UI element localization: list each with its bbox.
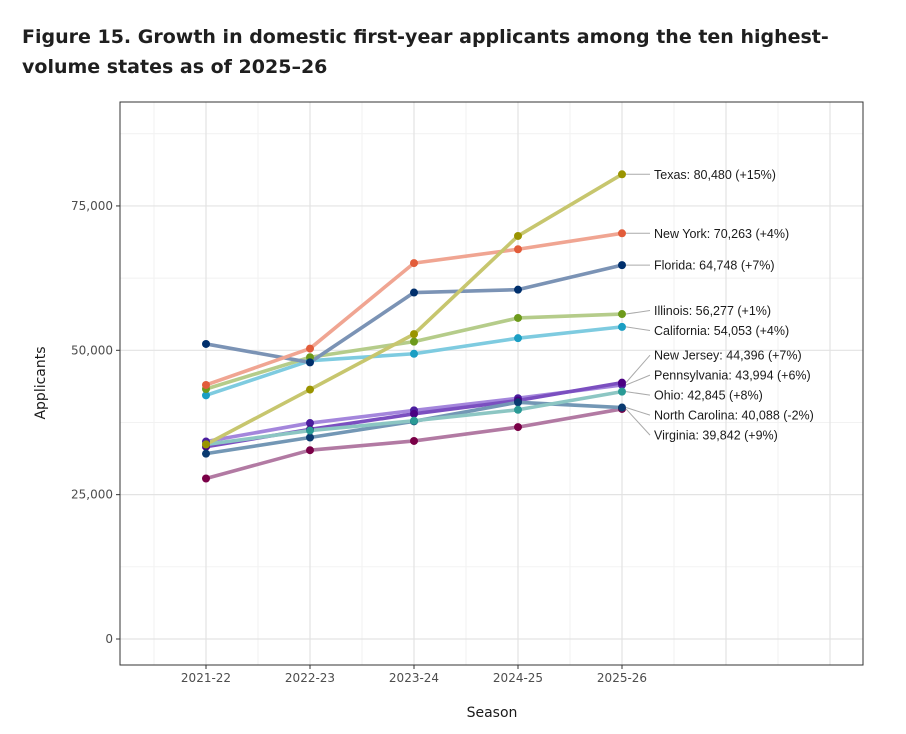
data-point-florida	[410, 288, 418, 297]
leader-line-new-jersey	[625, 354, 651, 383]
leader-line-california	[625, 326, 651, 331]
data-point-north-carolina	[618, 403, 626, 412]
leader-line-pennsylvania	[625, 374, 651, 386]
data-point-virginia	[514, 423, 522, 432]
y-tick-label: 25,000	[71, 488, 113, 502]
x-tick-label: 2022-23	[285, 671, 335, 685]
y-tick-label: 0	[105, 632, 113, 646]
data-point-illinois	[410, 337, 418, 346]
data-point-north-carolina	[514, 398, 522, 407]
data-point-florida	[202, 339, 210, 348]
data-point-new-york	[202, 380, 210, 389]
x-axis-ticks: 2021-22 2022-23 2023-24 2024-25 2025-26	[181, 665, 647, 685]
data-point-california	[202, 391, 210, 400]
x-axis-title: Season	[467, 705, 518, 721]
end-label-illinois: Illinois: 56,277 (+1%)	[654, 304, 771, 318]
data-point-new-york	[618, 229, 626, 238]
data-point-ohio	[514, 405, 522, 414]
data-point-ohio	[410, 416, 418, 425]
y-tick-label: 50,000	[71, 343, 113, 357]
data-point-new-jersey	[410, 409, 418, 418]
leader-line-virginia	[625, 408, 651, 436]
data-point-ohio	[306, 426, 314, 435]
data-point-new-york	[410, 259, 418, 268]
minor-gridlines	[120, 102, 863, 665]
data-point-texas	[514, 231, 522, 240]
x-tick-label: 2021-22	[181, 671, 231, 685]
series-points	[202, 170, 626, 483]
end-label-ohio: Ohio: 42,845 (+8%)	[654, 389, 763, 403]
end-label-california: California: 54,053 (+4%)	[654, 324, 789, 338]
data-point-texas	[306, 385, 314, 394]
data-point-california	[618, 322, 626, 331]
end-label-florida: Florida: 64,748 (+7%)	[654, 259, 775, 273]
end-label-new-jersey: New Jersey: 44,396 (+7%)	[654, 349, 802, 363]
data-point-california	[514, 334, 522, 343]
data-point-pennsylvania	[306, 419, 314, 428]
x-tick-label: 2023-24	[389, 671, 439, 685]
data-point-new-jersey	[618, 378, 626, 387]
end-label-pennsylvania: Pennsylvania: 43,994 (+6%)	[654, 369, 811, 383]
leader-line-illinois	[625, 309, 651, 315]
data-point-virginia	[410, 436, 418, 445]
data-point-florida	[514, 285, 522, 294]
leader-line-ohio	[625, 391, 651, 396]
data-point-ohio	[618, 387, 626, 396]
end-label-texas: Texas: 80,480 (+15%)	[654, 168, 776, 182]
data-point-texas	[202, 440, 210, 449]
series-end-labels: Texas: 80,480 (+15%) New York: 70,263 (+4…	[654, 168, 814, 443]
plot-panel-border	[119, 101, 864, 666]
end-label-north-carolina: North Carolina: 40,088 (-2%)	[654, 409, 814, 423]
data-point-texas	[618, 170, 626, 179]
x-tick-label: 2024-25	[493, 671, 543, 685]
data-point-texas	[410, 330, 418, 339]
end-label-new-york: New York: 70,263 (+4%)	[654, 227, 789, 241]
label-leader-lines	[625, 173, 651, 436]
data-point-new-york	[514, 245, 522, 254]
data-point-virginia	[306, 446, 314, 455]
data-point-florida	[306, 358, 314, 367]
x-tick-label: 2025-26	[597, 671, 647, 685]
major-gridlines	[120, 102, 863, 665]
y-axis-title: Applicants	[33, 346, 49, 419]
data-point-virginia	[202, 474, 210, 483]
data-point-florida	[618, 261, 626, 270]
y-tick-label: 75,000	[71, 199, 113, 213]
data-point-north-carolina	[202, 449, 210, 458]
data-point-california	[410, 349, 418, 358]
leader-line-north-carolina	[625, 407, 651, 416]
data-point-north-carolina	[306, 433, 314, 442]
data-point-illinois	[514, 313, 522, 322]
figure-title: Figure 15. Growth in domestic first-year…	[22, 26, 829, 78]
data-point-new-york	[306, 344, 314, 353]
end-label-virginia: Virginia: 39,842 (+9%)	[654, 429, 778, 443]
y-axis-ticks: 0 25,000 50,000 75,000	[71, 199, 120, 646]
data-point-illinois	[618, 310, 626, 319]
